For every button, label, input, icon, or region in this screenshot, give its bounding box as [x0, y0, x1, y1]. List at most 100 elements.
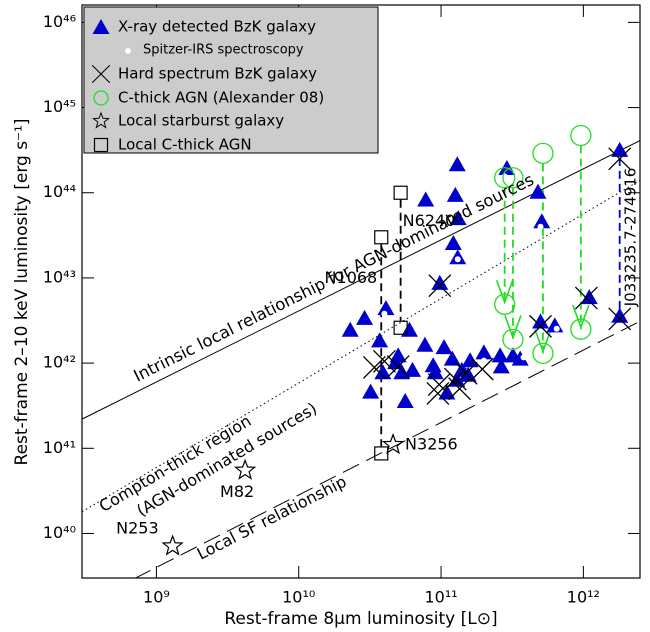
bzk-triangle [417, 191, 435, 207]
x-tick-label: 10⁹ [143, 588, 170, 607]
legend-label: Hard spectrum BzK galaxy [118, 65, 317, 83]
bzk-triangle [435, 339, 453, 355]
irs-dot [480, 357, 487, 364]
bzk-triangle [448, 371, 466, 387]
bzk-triangle [491, 347, 509, 363]
relation-line [82, 179, 640, 513]
bzk-triangle [371, 332, 389, 348]
hard-cross [454, 361, 478, 385]
cthick-circle [494, 167, 516, 189]
bzk-triangle [446, 186, 464, 202]
hard-cross [608, 147, 632, 171]
bzk-triangle [444, 235, 462, 251]
arrow-head [572, 304, 590, 330]
legend-marker [93, 137, 109, 153]
local-agn-square [393, 185, 408, 200]
hard-cross [426, 382, 450, 405]
cthick-circle [502, 167, 524, 189]
irs-dot [553, 325, 560, 332]
bzk-triangle [475, 344, 493, 360]
hard-cross [372, 349, 396, 373]
bzk-triangle [504, 347, 522, 363]
cthick-circle [532, 342, 554, 365]
bzk-triangle [362, 383, 380, 399]
legend-label: Spitzer-IRS spectroscopy [143, 43, 304, 58]
bzk-triangle [403, 361, 421, 377]
y-tick-label: 10⁴⁰ [43, 523, 76, 542]
y-tick-label: 10⁴⁴ [43, 182, 76, 201]
cthick-circle [494, 293, 516, 315]
bzk-triangle [431, 274, 449, 290]
bzk-triangle [459, 366, 477, 382]
bzk-triangle [461, 352, 479, 368]
legend-marker [92, 19, 110, 34]
irs-dot [537, 223, 544, 230]
x-tick-label: 10¹⁰ [282, 588, 315, 607]
point-label: N1068 [325, 268, 378, 287]
bzk-triangle [356, 309, 374, 325]
bzk-triangle [448, 156, 466, 172]
bzk-triangle [529, 183, 547, 199]
local-agn-square [374, 446, 389, 461]
y-tick-label: 10⁴² [43, 353, 76, 372]
y-tick-label: 10⁴⁵ [43, 97, 76, 116]
hard-cross [574, 286, 598, 310]
irs-dot [454, 256, 461, 263]
legend-box [83, 6, 379, 154]
arrow-head [534, 329, 552, 354]
bzk-triangle [377, 300, 395, 316]
plot-area [82, 124, 640, 578]
starburst-star [381, 433, 405, 455]
legend-label: Local C-thick AGN [118, 136, 252, 154]
starburst-star [161, 534, 184, 556]
bzk-triangle [341, 321, 359, 337]
legend-label: Local starburst galaxy [118, 112, 284, 130]
point-label: M82 [220, 482, 254, 501]
cthick-circle [532, 142, 554, 165]
bzk-triangle [396, 392, 414, 408]
y-axis-label: Rest-frame 2–10 keV luminosity [erg s⁻¹] [12, 119, 32, 466]
legend-marker [92, 111, 110, 129]
legend-marker [93, 90, 109, 106]
x-axis-label: Rest-frame 8μm luminosity [L⊙] [224, 609, 497, 629]
bzk-triangle [443, 350, 461, 366]
cthick-circle [570, 124, 592, 147]
legend-marker [125, 48, 131, 54]
hard-cross [427, 373, 451, 397]
x-tick-label: 10¹¹ [424, 588, 457, 607]
irs-dot [381, 310, 388, 317]
y-tick-label: 10⁴³ [43, 267, 76, 286]
hard-cross [386, 355, 410, 379]
bzk-triangle [449, 210, 467, 226]
point-label: N6240 [403, 211, 456, 230]
line-label: Local SF relationship [194, 472, 350, 564]
local-agn-square [393, 320, 408, 335]
relation-line [134, 320, 640, 578]
arrow-head [504, 315, 522, 340]
legend-label: X-ray detected BzK galaxy [118, 18, 316, 36]
point-label: N253 [116, 519, 159, 538]
hard-cross [448, 377, 472, 401]
bzk-triangle [374, 364, 392, 380]
hard-cross [608, 307, 632, 331]
relation-line [82, 140, 640, 420]
bzk-triangle [611, 307, 629, 323]
cthick-circle [570, 318, 592, 340]
starburst-star [233, 458, 257, 480]
hard-cross [362, 355, 386, 379]
x-tick-label: 10¹² [567, 588, 600, 607]
legend-label: C-thick AGN (Alexander 08) [118, 89, 324, 107]
plot-frame [81, 4, 641, 579]
bzk-triangle [532, 313, 550, 329]
irs-dot [520, 354, 527, 361]
bzk-triangle [492, 358, 510, 374]
bzk-triangle [533, 213, 551, 229]
point-label: N3256 [405, 434, 458, 453]
hard-cross [529, 314, 552, 338]
y-tick-label: 10⁴¹ [43, 438, 76, 457]
legend-marker [91, 64, 111, 84]
annotation: J033235.7-274916 [622, 168, 640, 308]
hard-cross [470, 357, 494, 381]
y-tick-label: 10⁴⁶ [43, 12, 76, 31]
